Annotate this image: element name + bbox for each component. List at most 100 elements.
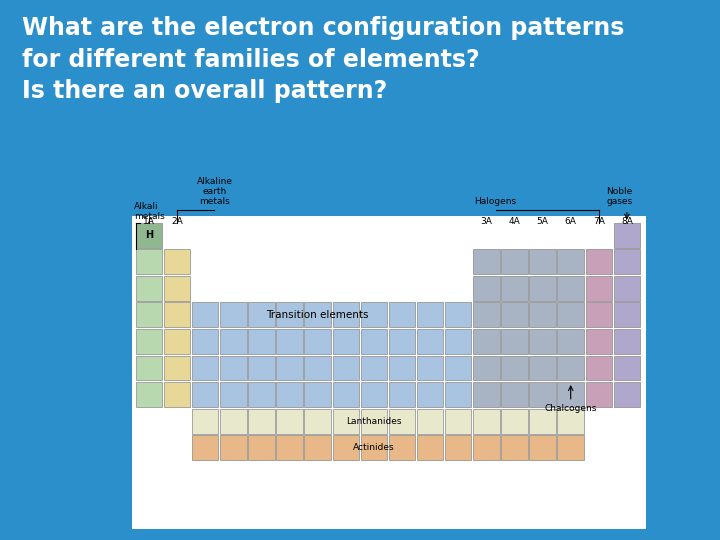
- Bar: [220, 302, 246, 327]
- Bar: [473, 355, 500, 381]
- Bar: [557, 435, 584, 460]
- Bar: [164, 276, 190, 301]
- Bar: [164, 382, 190, 407]
- Bar: [276, 329, 303, 354]
- Bar: [445, 409, 472, 434]
- Bar: [276, 355, 303, 381]
- Bar: [333, 355, 359, 381]
- Bar: [445, 355, 472, 381]
- Bar: [473, 302, 500, 327]
- Text: Noble
gases: Noble gases: [606, 187, 632, 206]
- Bar: [276, 409, 303, 434]
- Bar: [333, 329, 359, 354]
- Bar: [276, 435, 303, 460]
- Bar: [192, 302, 218, 327]
- Bar: [248, 329, 274, 354]
- Bar: [529, 435, 556, 460]
- Bar: [333, 302, 359, 327]
- Bar: [132, 216, 646, 529]
- Bar: [136, 222, 162, 248]
- Bar: [501, 355, 528, 381]
- Bar: [529, 355, 556, 381]
- Text: What are the electron configuration patterns
for different families of elements?: What are the electron configuration patt…: [22, 16, 624, 103]
- Bar: [585, 355, 612, 381]
- Bar: [305, 435, 331, 460]
- Bar: [585, 276, 612, 301]
- Text: H: H: [145, 230, 153, 240]
- Text: Actinides: Actinides: [353, 443, 395, 452]
- Bar: [361, 382, 387, 407]
- Bar: [529, 249, 556, 274]
- Bar: [389, 435, 415, 460]
- Bar: [220, 409, 246, 434]
- Text: 7A: 7A: [593, 217, 605, 226]
- Bar: [192, 355, 218, 381]
- Bar: [136, 249, 162, 274]
- Bar: [501, 249, 528, 274]
- Text: 3A: 3A: [480, 217, 492, 226]
- Bar: [613, 355, 640, 381]
- Text: 8A: 8A: [621, 217, 633, 226]
- Bar: [276, 302, 303, 327]
- Bar: [136, 355, 162, 381]
- Bar: [445, 435, 472, 460]
- Bar: [164, 302, 190, 327]
- Bar: [417, 302, 444, 327]
- Bar: [136, 329, 162, 354]
- Bar: [585, 382, 612, 407]
- Bar: [220, 355, 246, 381]
- Bar: [276, 382, 303, 407]
- Bar: [305, 329, 331, 354]
- Bar: [473, 329, 500, 354]
- Text: 6A: 6A: [564, 217, 577, 226]
- Bar: [361, 302, 387, 327]
- Bar: [613, 382, 640, 407]
- Bar: [557, 276, 584, 301]
- Bar: [585, 329, 612, 354]
- Bar: [613, 329, 640, 354]
- Bar: [220, 435, 246, 460]
- Bar: [529, 329, 556, 354]
- Bar: [529, 276, 556, 301]
- Bar: [529, 382, 556, 407]
- Bar: [417, 355, 444, 381]
- Bar: [305, 409, 331, 434]
- Text: 4A: 4A: [508, 217, 521, 226]
- Bar: [501, 329, 528, 354]
- Bar: [361, 435, 387, 460]
- Bar: [361, 409, 387, 434]
- Bar: [192, 409, 218, 434]
- Bar: [529, 409, 556, 434]
- Bar: [557, 329, 584, 354]
- Bar: [305, 355, 331, 381]
- Bar: [305, 302, 331, 327]
- Text: Lanthanides: Lanthanides: [346, 417, 402, 426]
- Text: Alkaline
earth
metals: Alkaline earth metals: [197, 177, 233, 206]
- Bar: [136, 302, 162, 327]
- Text: Transition elements: Transition elements: [266, 310, 369, 320]
- Bar: [613, 249, 640, 274]
- Bar: [501, 302, 528, 327]
- Bar: [389, 409, 415, 434]
- Bar: [164, 329, 190, 354]
- Bar: [473, 249, 500, 274]
- Text: 2A: 2A: [171, 217, 183, 226]
- Bar: [613, 222, 640, 248]
- Bar: [389, 302, 415, 327]
- Text: 5A: 5A: [536, 217, 549, 226]
- Bar: [557, 302, 584, 327]
- Text: Alkali
metals: Alkali metals: [135, 202, 165, 221]
- Text: Halogens: Halogens: [474, 198, 517, 206]
- Bar: [501, 276, 528, 301]
- Bar: [501, 409, 528, 434]
- Bar: [192, 382, 218, 407]
- Bar: [529, 302, 556, 327]
- Bar: [248, 435, 274, 460]
- Bar: [333, 409, 359, 434]
- Bar: [473, 435, 500, 460]
- Bar: [557, 382, 584, 407]
- Bar: [361, 329, 387, 354]
- Bar: [445, 302, 472, 327]
- Bar: [164, 249, 190, 274]
- Bar: [164, 355, 190, 381]
